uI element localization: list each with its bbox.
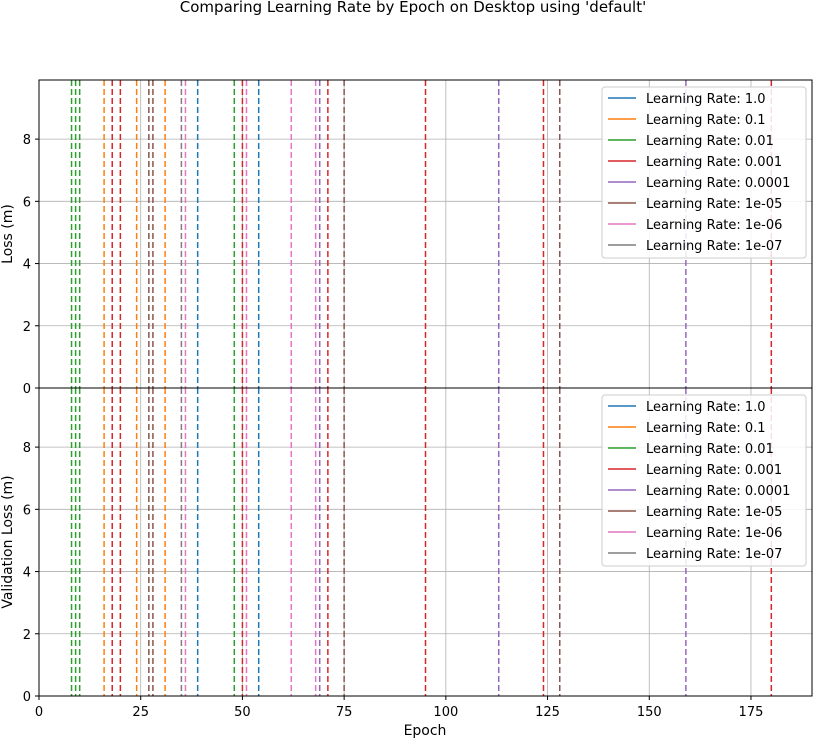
- legend-entry: Learning Rate: 0.1: [646, 421, 766, 436]
- legend-entry: Learning Rate: 1e-06: [646, 218, 782, 233]
- legend-entry: Learning Rate: 1e-06: [646, 526, 782, 541]
- x-tick-label: 50: [234, 705, 251, 720]
- y-tick-label: 4: [23, 258, 31, 273]
- subplot-validation-loss: 0 2 4 6 8 Validation Loss (m) Learning Rate:…: [0, 387, 813, 705]
- series-lines-validation-loss: [70, 388, 773, 696]
- y-ticks-validation-loss: 0 2 4 6 8: [23, 441, 39, 705]
- legend-loss: Learning Rate: 1.0 Learning Rate: 0.1 Lear…: [601, 86, 807, 259]
- legend-validation-loss: Learning Rate: 1.0 Learning Rate: 0.1 Lear…: [601, 394, 807, 567]
- legend-entry: Learning Rate: 1e-05: [646, 505, 782, 520]
- x-tick-label: 0: [35, 705, 43, 720]
- legend-entry: Learning Rate: 1e-05: [646, 197, 782, 212]
- y-tick-label: 8: [23, 441, 31, 456]
- legend-entry: Learning Rate: 0.001: [646, 155, 782, 170]
- x-axis-label: Epoch: [404, 723, 447, 739]
- legend-entry: Learning Rate: 0.0001: [646, 484, 790, 499]
- y-tick-label: 8: [23, 133, 31, 148]
- y-tick-label: 4: [23, 566, 31, 581]
- legend-entry: Learning Rate: 0.1: [646, 113, 766, 128]
- y-axis-label-validation-loss: Validation Loss (m): [0, 475, 16, 608]
- y-tick-label: 6: [23, 503, 31, 518]
- x-tick-label: 100: [433, 705, 458, 720]
- legend-entry: Learning Rate: 0.001: [646, 463, 782, 478]
- x-tick-label: 125: [535, 705, 560, 720]
- legend-entry: Learning Rate: 1.0: [646, 92, 766, 107]
- series-lines-loss: [70, 80, 773, 388]
- axes-frame-validation-loss: [38, 387, 813, 697]
- legend-entry: Learning Rate: 1.0: [646, 400, 766, 415]
- x-tick-label: 25: [132, 705, 149, 720]
- x-tick-label: 150: [637, 705, 662, 720]
- legend-box: [601, 394, 807, 567]
- legend-entry: Learning Rate: 1e-07: [646, 547, 782, 562]
- x-tick-label: 175: [739, 705, 764, 720]
- y-tick-label: 6: [23, 195, 31, 210]
- legend-entry: Learning Rate: 0.01: [646, 134, 774, 149]
- y-tick-label: 2: [23, 628, 31, 643]
- legend-box: [601, 86, 807, 259]
- x-tick-label: 75: [336, 705, 353, 720]
- y-ticks-loss: 0 2 4 6 8: [23, 133, 39, 397]
- legend-entry: Learning Rate: 0.0001: [646, 176, 790, 191]
- y-tick-label: 0: [23, 382, 31, 397]
- legend-entry: Learning Rate: 1e-07: [646, 239, 782, 254]
- y-tick-label: 0: [23, 690, 31, 705]
- y-tick-label: 2: [23, 320, 31, 335]
- y-axis-label-loss: Loss (m): [0, 204, 16, 264]
- legend-entry: Learning Rate: 0.01: [646, 442, 774, 457]
- chart-title: Comparing Learning Rate by Epoch on Desk…: [180, 0, 646, 16]
- x-ticks: 0 25 50 75 100 125 150 175: [35, 696, 764, 720]
